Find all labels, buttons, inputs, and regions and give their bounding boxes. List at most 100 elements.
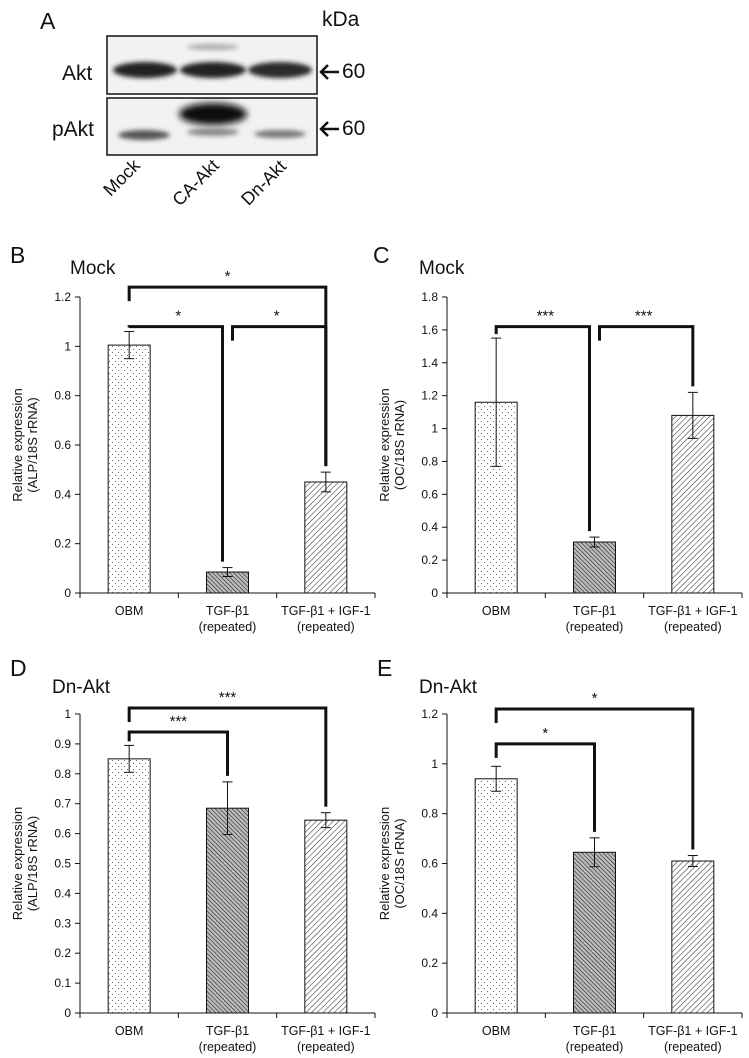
y-axis-label: (OC/18S rRNA) (392, 400, 407, 490)
y-tick-label: 0.4 (421, 906, 438, 920)
y-tick-label: 0.2 (421, 553, 438, 567)
y-tick-label: 0.9 (54, 737, 71, 751)
x-tick-label: TGF-β1 (573, 604, 616, 618)
x-tick-label: OBM (115, 604, 143, 618)
chart-b: B Mock 0 0.2 0.4 0.6 0.8 1 1.2 Relative expressio… (10, 242, 376, 634)
bar (107, 344, 151, 594)
significance-label: * (274, 308, 280, 325)
panel-label-a: A (40, 8, 56, 34)
y-tick-label: 0.7 (54, 797, 71, 811)
arrow-icon (319, 64, 339, 80)
x-tick-label: (repeated) (199, 1040, 257, 1054)
bar (206, 807, 249, 1014)
chart-title: Mock (70, 258, 116, 279)
x-tick-label: (repeated) (297, 620, 355, 634)
chart-c: C Mock 0 0.2 0.4 0.6 0.8 1 1.2 1.4 1.6 1.8 Relative … (373, 242, 743, 634)
significance-bracket (127, 325, 224, 562)
x-tick-label: TGF-β1 (573, 1024, 616, 1038)
y-axis-label: Relative expression (377, 388, 392, 501)
y-tick-label: 0.6 (421, 857, 438, 871)
x-tick-label: TGF-β1 + IGF-1 (648, 604, 738, 618)
y-tick-label: 1.2 (421, 707, 438, 721)
bar (671, 414, 715, 594)
y-tick-label: 0.4 (54, 886, 71, 900)
blot-image (106, 35, 318, 156)
y-tick-label: 0 (431, 586, 438, 600)
significance-label: *** (635, 308, 653, 325)
x-tick-label: TGF-β1 (206, 1024, 249, 1038)
y-tick-label: 0 (431, 1006, 438, 1020)
y-tick-label: 1.6 (421, 323, 438, 337)
panel-label: C (373, 242, 390, 268)
y-tick-label: 0.4 (54, 487, 71, 501)
akt-marker: 60 (342, 60, 366, 83)
y-tick-label: 0.4 (421, 520, 438, 534)
y-axis-label: Relative expression (377, 807, 392, 920)
x-tick-label: (repeated) (297, 1040, 355, 1054)
chart-title: Dn-Akt (419, 677, 478, 698)
y-tick-label: 1 (64, 339, 71, 353)
y-tick-label: 0.3 (54, 916, 71, 930)
significance-label: *** (219, 689, 237, 706)
significance-bracket (598, 325, 695, 387)
significance-bracket (494, 325, 591, 532)
y-tick-label: 0.6 (421, 487, 438, 501)
y-tick-label: 0.5 (54, 857, 71, 871)
x-tick-label: (repeated) (566, 620, 624, 634)
significance-label: * (225, 268, 231, 285)
panel-label: E (377, 655, 392, 681)
kda-label: kDa (322, 8, 360, 31)
x-tick-label: TGF-β1 + IGF-1 (281, 604, 371, 618)
chart-title: Dn-Akt (52, 677, 111, 698)
y-tick-label: 0.6 (54, 438, 71, 452)
bar (474, 778, 518, 1014)
significance-bracket (127, 730, 229, 776)
significance-bracket (494, 742, 596, 832)
y-axis-label: (ALP/18S rRNA) (25, 816, 40, 911)
panel-label: B (10, 242, 25, 268)
akt-row-label: Akt (62, 62, 93, 85)
x-tick-label: TGF-β1 (206, 604, 249, 618)
x-tick-label: OBM (482, 1024, 510, 1038)
panel-a: A kDa Akt pAkt 60 60 Mock CA-Akt Dn-Akt (0, 0, 749, 210)
significance-label: *** (537, 308, 555, 325)
x-tick-label: TGF-β1 + IGF-1 (281, 1024, 371, 1038)
significance-label: * (175, 308, 181, 325)
y-tick-label: 1 (64, 707, 71, 721)
significance-bracket (231, 325, 328, 467)
significance-bracket (127, 285, 328, 467)
y-tick-label: 0.6 (54, 827, 71, 841)
y-tick-label: 0.2 (421, 956, 438, 970)
y-tick-label: 0.2 (54, 946, 71, 960)
y-tick-label: 0.8 (421, 454, 438, 468)
panel-label: D (10, 655, 27, 681)
x-tick-label: (repeated) (664, 620, 722, 634)
pakt-marker: 60 (342, 117, 366, 140)
bar (573, 541, 616, 594)
y-tick-label: 1.2 (54, 290, 71, 304)
x-tick-label: OBM (115, 1024, 143, 1038)
significance-label: * (542, 725, 548, 742)
significance-bracket (494, 707, 695, 850)
x-tick-label: TGF-β1 + IGF-1 (648, 1024, 738, 1038)
y-tick-label: 1 (431, 757, 438, 771)
bar (304, 819, 348, 1014)
bar (304, 481, 348, 594)
bar (573, 851, 616, 1014)
bar (107, 758, 151, 1014)
arrow-icon (319, 121, 339, 137)
y-tick-label: 0 (64, 586, 71, 600)
y-tick-label: 0.8 (54, 389, 71, 403)
y-tick-label: 0.8 (54, 767, 71, 781)
x-tick-label: OBM (482, 604, 510, 618)
x-tick-label: (repeated) (199, 620, 257, 634)
y-tick-label: 1 (431, 422, 438, 436)
chart-title: Mock (419, 258, 465, 279)
y-tick-label: 1.4 (421, 356, 438, 370)
x-tick-label: (repeated) (664, 1040, 722, 1054)
y-tick-label: 0.1 (54, 976, 71, 990)
bar (671, 860, 715, 1014)
y-tick-label: 0 (64, 1006, 71, 1020)
y-axis-label: Relative expression (10, 807, 25, 920)
pakt-row-label: pAkt (52, 118, 95, 141)
